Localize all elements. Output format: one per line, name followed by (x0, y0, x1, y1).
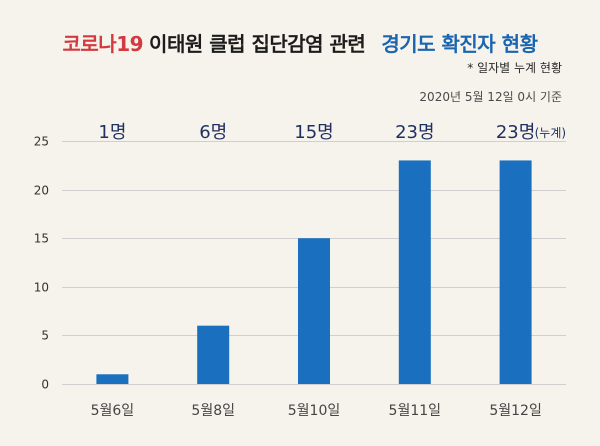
chart-title: 코로나19 이태원 클럽 집단감염 관련 경기도 확진자 현황 (0, 31, 600, 57)
data-label-1: 1명 (98, 122, 126, 143)
x-tick-label-1: 5월6일 (91, 403, 135, 419)
y-tick-label-0: 0 (41, 378, 49, 392)
x-axis-category-labels: 5월6일 5월8일 5월10일 5월11일 5월12일 (91, 403, 542, 419)
bar-4 (398, 160, 431, 384)
y-tick-label-5: 5 (41, 329, 49, 343)
bars (96, 160, 532, 384)
bar-5 (499, 160, 532, 384)
x-tick-label-3: 5월10일 (288, 403, 340, 419)
cumulative-annotation: (누계) (535, 126, 566, 140)
y-tick-label-20: 20 (34, 184, 49, 198)
title-segment-gyeonggi-cases: 경기도 확진자 현황 (381, 32, 538, 56)
title-segment-itaewon-club: 이태원 클럽 집단감염 관련 (149, 32, 366, 56)
bar-3 (298, 238, 330, 384)
x-tick-label-4: 5월11일 (389, 403, 441, 419)
x-tick-label-2: 5월8일 (191, 403, 235, 419)
data-label-2: 6명 (199, 122, 227, 143)
reference-date-note: 2020년 5월 12일 0시 기준 (419, 90, 562, 104)
data-label-4: 23명 (395, 122, 434, 143)
y-axis-tick-labels: 0 5 10 15 20 25 (34, 135, 49, 392)
chart-subtitle: * 일자별 누계 현황 (467, 61, 562, 75)
x-tick-label-5: 5월12일 (489, 403, 541, 419)
data-labels: 1명 6명 15명 23명 23명 (누계) (98, 122, 566, 143)
data-label-3: 15명 (294, 122, 333, 143)
y-tick-label-15: 15 (34, 232, 49, 246)
bar-1 (96, 374, 129, 384)
y-tick-label-10: 10 (34, 281, 49, 295)
bar-2 (197, 325, 230, 384)
y-tick-label-25: 25 (34, 135, 49, 149)
data-label-5: 23명 (496, 122, 535, 143)
title-segment-covid19: 코로나19 (62, 32, 144, 56)
